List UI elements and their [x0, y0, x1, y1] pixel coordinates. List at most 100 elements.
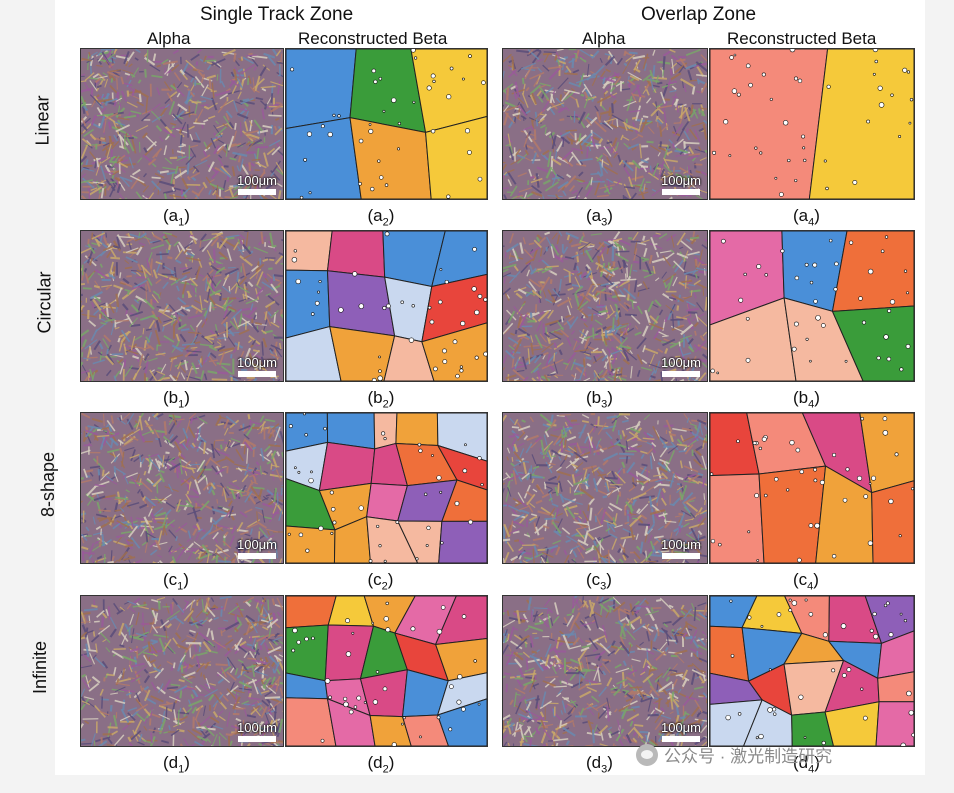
caption-index: 2 — [382, 216, 389, 229]
caption-letter: (d — [163, 753, 179, 772]
scale-bar-line — [661, 371, 700, 377]
panel-caption: (a1) — [163, 206, 190, 228]
alpha-map-0-2: 100μm — [502, 48, 708, 200]
scale-bar-label: 100μm — [660, 355, 701, 370]
caption-letter: (b — [367, 388, 383, 407]
watermark: 公众号 · 激光制造研究 — [636, 742, 832, 767]
caption-letter: (d — [586, 753, 602, 772]
caption-close: ) — [388, 753, 395, 772]
row-label-3: Infinite — [30, 640, 51, 695]
scale-bar-label: 100μm — [236, 173, 277, 188]
caption-index: 3 — [601, 216, 608, 229]
caption-index: 4 — [808, 763, 815, 776]
caption-letter: (d — [367, 753, 383, 772]
caption-letter: (c — [586, 570, 601, 589]
caption-close: ) — [184, 753, 190, 772]
watermark-text: 公众号 · 激光制造研究 — [664, 747, 833, 766]
caption-close: ) — [814, 388, 820, 407]
alpha-map-2-2: 100μm — [502, 412, 708, 564]
alpha-map-3-0: 100μm — [80, 595, 284, 747]
caption-close: ) — [388, 388, 395, 407]
scale-bar: 100μm — [661, 356, 701, 377]
col-head-alpha-1: Alpha — [147, 29, 191, 48]
caption-index: 3 — [600, 580, 607, 593]
caption-close: ) — [388, 206, 395, 225]
panel-caption: (c2) — [368, 570, 394, 592]
beta-map-3-1 — [285, 595, 488, 747]
scale-bar-line — [237, 371, 276, 377]
panel-caption: (c4) — [793, 570, 819, 592]
scale-bar-label: 100μm — [236, 537, 277, 552]
beta-map-0-1 — [285, 48, 488, 200]
caption-close: ) — [184, 206, 190, 225]
row-label-1: Circular — [34, 271, 55, 334]
caption-index: 1 — [177, 580, 184, 593]
caption-index: 2 — [381, 580, 388, 593]
row-label-0: Linear — [32, 95, 53, 146]
caption-index: 3 — [601, 398, 608, 411]
caption-close: ) — [183, 570, 189, 589]
caption-index: 4 — [807, 580, 814, 593]
panel-caption: (b2) — [368, 388, 395, 410]
alpha-map-1-0: 100μm — [80, 230, 284, 382]
panel-caption: (d3) — [586, 753, 613, 775]
panel-caption: (c1) — [163, 570, 189, 592]
zone-title-overlap: Overlap Zone — [641, 4, 757, 25]
caption-letter: (c — [793, 570, 808, 589]
caption-letter: (b — [793, 388, 809, 407]
caption-letter: (a — [793, 206, 809, 225]
caption-close: ) — [606, 570, 612, 589]
scale-bar-line — [661, 736, 700, 742]
row-label-2: 8-shape — [38, 451, 59, 518]
panel-caption: (a3) — [586, 206, 613, 228]
caption-letter: (a — [367, 206, 383, 225]
caption-index: 1 — [178, 763, 185, 776]
scale-bar: 100μm — [237, 174, 277, 195]
scale-bar-line — [237, 736, 276, 742]
scale-bar-label: 100μm — [236, 355, 277, 370]
panel-caption: (a2) — [368, 206, 395, 228]
beta-map-2-3 — [709, 412, 915, 564]
alpha-map-3-2: 100μm — [502, 595, 708, 747]
alpha-map-0-0: 100μm — [80, 48, 284, 200]
scale-bar: 100μm — [661, 538, 701, 559]
caption-letter: (c — [163, 570, 178, 589]
caption-index: 1 — [178, 216, 185, 229]
panel-caption: (d2) — [368, 753, 395, 775]
beta-map-0-3 — [709, 48, 915, 200]
caption-index: 4 — [808, 216, 815, 229]
scale-bar-line — [661, 553, 700, 559]
caption-index: 2 — [382, 398, 389, 411]
caption-close: ) — [607, 388, 613, 407]
caption-letter: (b — [586, 388, 602, 407]
panel-caption: (d1) — [163, 753, 190, 775]
caption-close: ) — [813, 570, 819, 589]
caption-close: ) — [607, 753, 613, 772]
alpha-map-1-2: 100μm — [502, 230, 708, 382]
scale-bar-line — [237, 553, 276, 559]
caption-close: ) — [387, 570, 394, 589]
caption-index: 4 — [808, 398, 815, 411]
wechat-icon — [636, 743, 658, 766]
zone-title-single: Single Track Zone — [200, 4, 354, 25]
beta-map-3-3 — [709, 595, 915, 747]
caption-close: ) — [814, 753, 820, 772]
caption-close: ) — [814, 206, 820, 225]
caption-letter: (c — [367, 570, 382, 589]
col-head-beta-2: Reconstructed Beta — [727, 29, 877, 48]
panel-caption: (a4) — [793, 206, 820, 228]
scale-bar-line — [661, 189, 700, 195]
panel-caption: (b4) — [793, 388, 820, 410]
panel-caption: (c3) — [586, 570, 612, 592]
panel-caption: (b3) — [586, 388, 613, 410]
scale-bar: 100μm — [237, 356, 277, 377]
caption-letter: (a — [163, 206, 179, 225]
caption-index: 1 — [178, 398, 185, 411]
beta-map-1-3 — [709, 230, 915, 382]
caption-letter: (a — [586, 206, 602, 225]
beta-map-1-1 — [285, 230, 488, 382]
panel-caption: (b1) — [163, 388, 190, 410]
panel-caption: (d4) — [793, 753, 820, 775]
caption-letter: (d — [793, 753, 809, 772]
col-head-beta-1: Reconstructed Beta — [298, 29, 448, 48]
